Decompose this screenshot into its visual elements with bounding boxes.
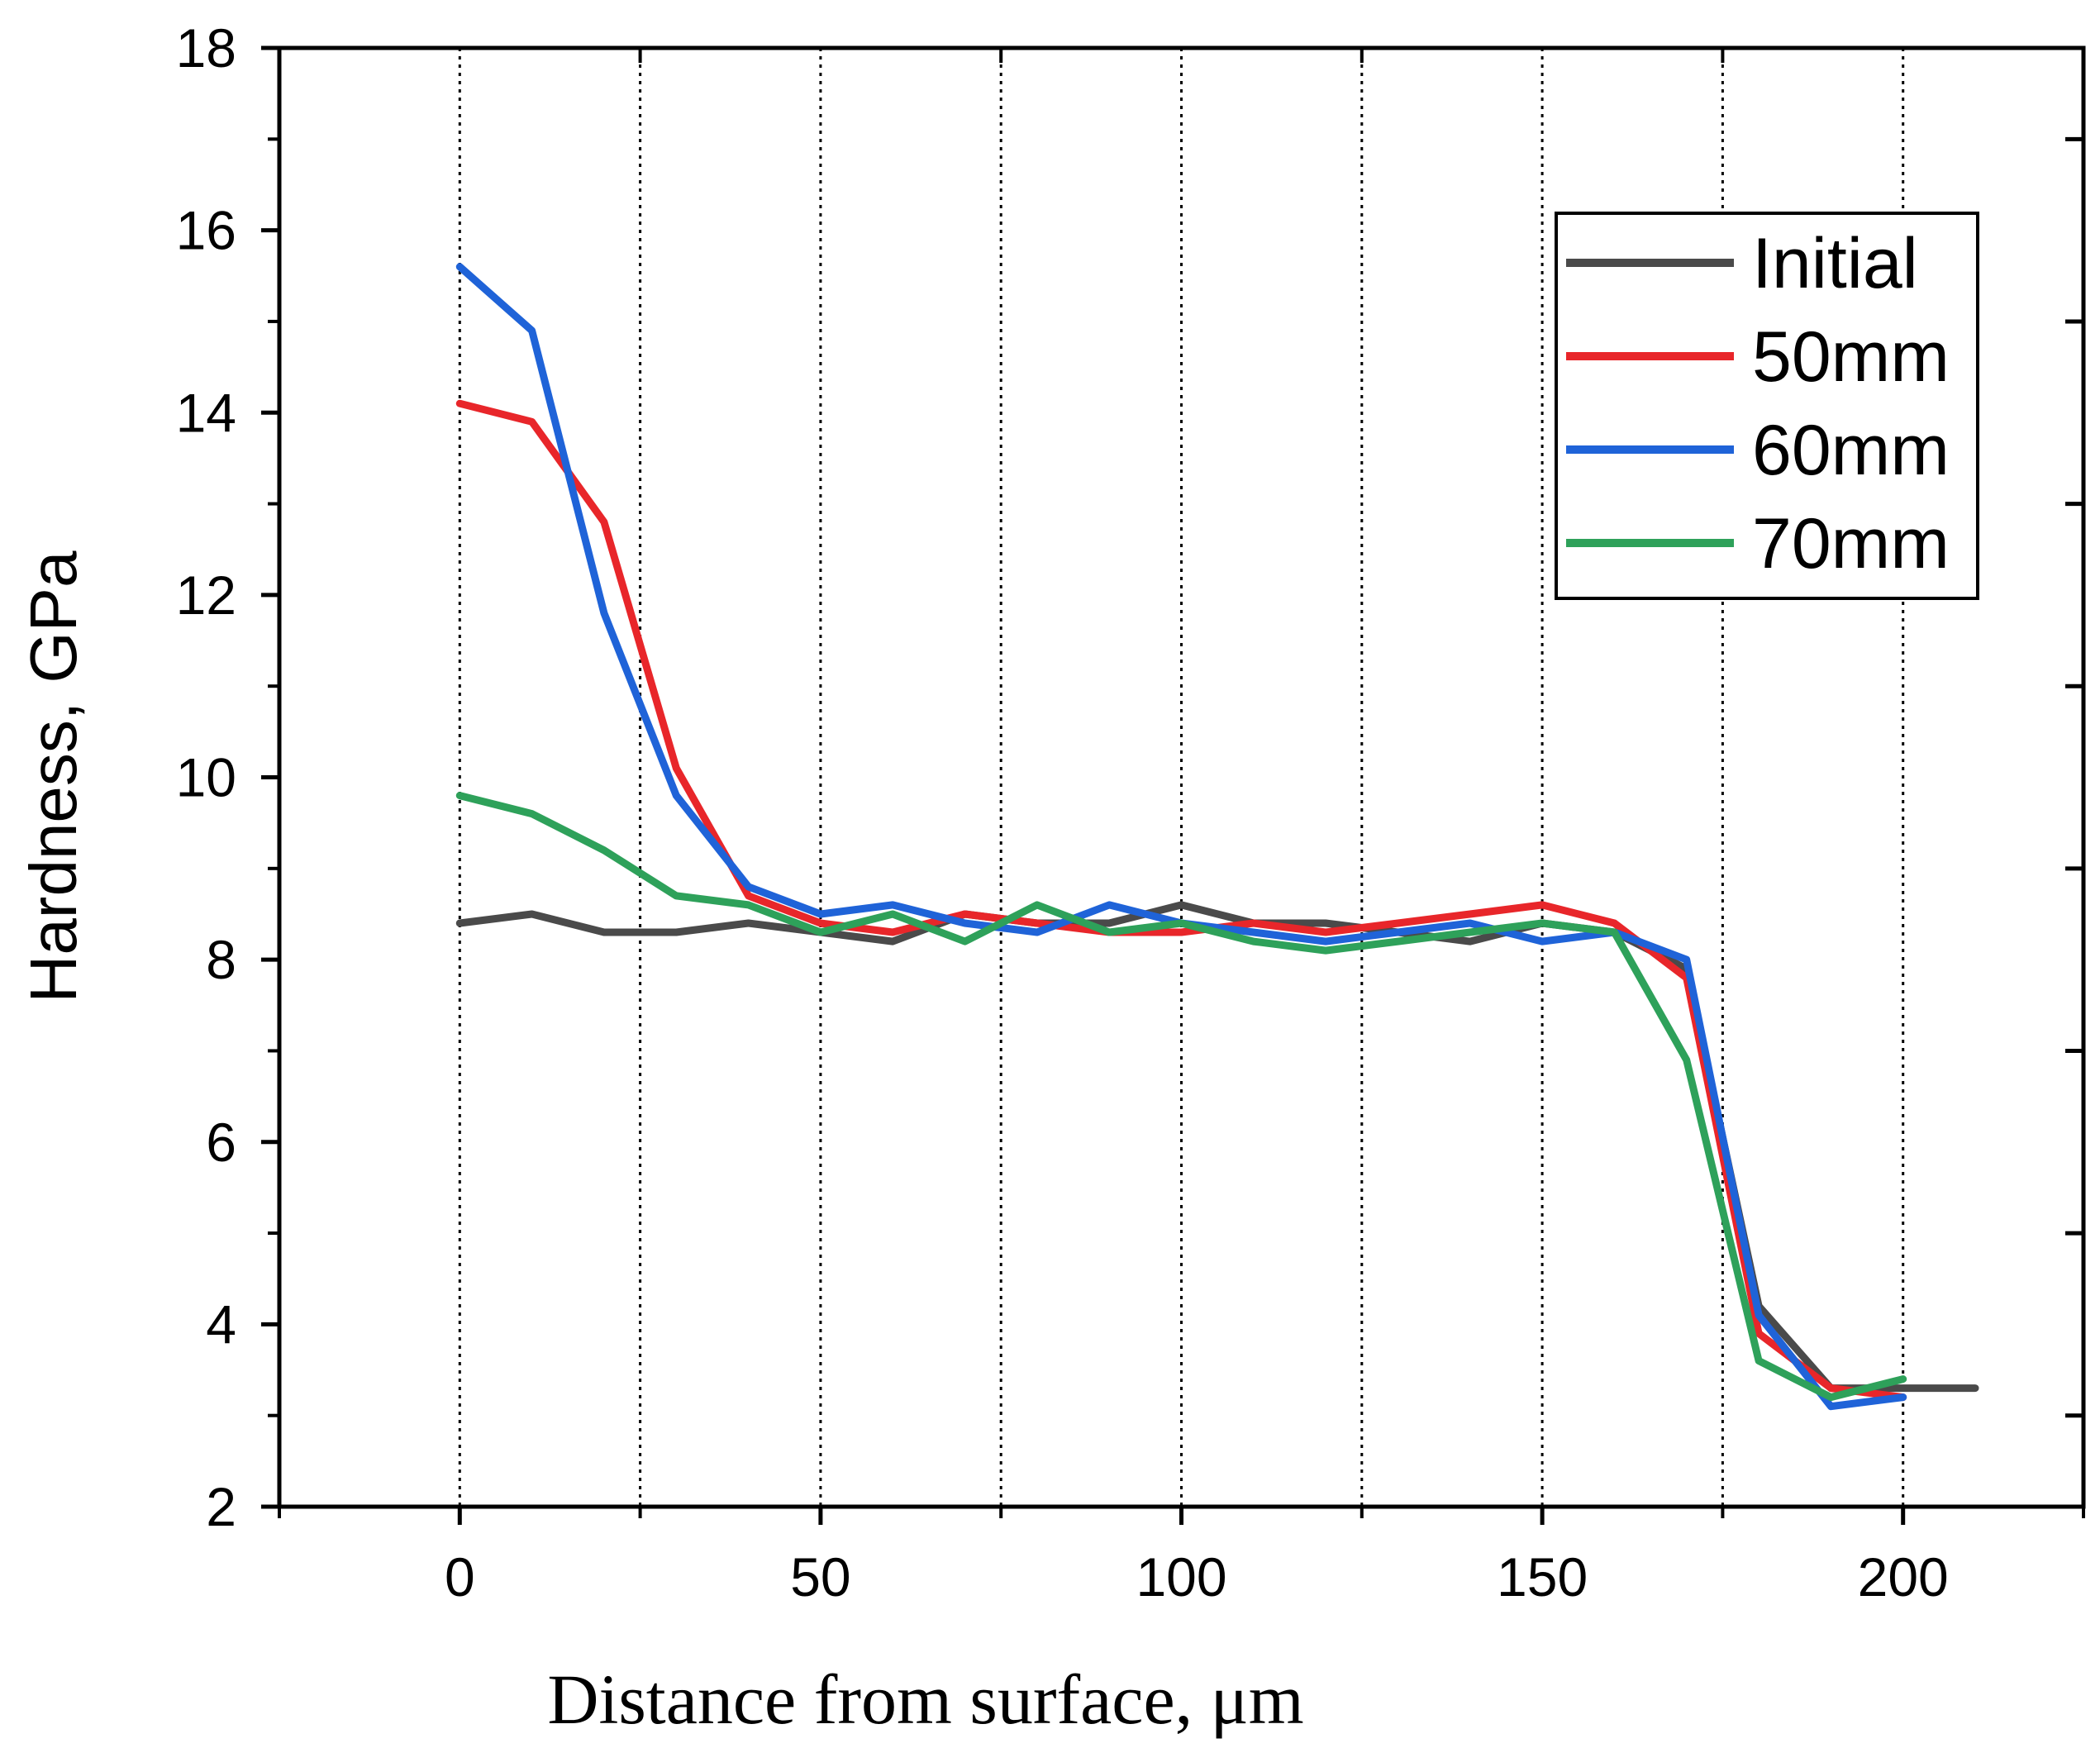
y-tick-label: 8 [206,929,236,990]
data-series [455,263,1979,1411]
legend-label: Initial [1752,224,1918,303]
x-tick-label: 100 [1136,1546,1226,1607]
grid-lines [458,48,1905,1507]
y-tick-label: 12 [176,564,236,626]
legend: Initial 50mm 60mm 70mm [1555,212,1979,600]
x-tick-label: 0 [445,1546,475,1607]
x-tick-label: 200 [1858,1546,1949,1607]
series-line-70mm [455,792,1907,1402]
y-tick-label: 6 [206,1112,236,1173]
y-axis-title: Hardness, GPa [17,550,90,1003]
x-tick-label: 150 [1497,1546,1588,1607]
legend-box [1555,212,1979,600]
plot-frame [277,45,2086,1509]
y-tick-label: 18 [176,17,236,79]
y-tick-label: 14 [176,382,236,443]
x-axis-title: Distance from surface, μm [547,1660,1303,1739]
y-tick-label: 16 [176,200,236,261]
legend-label: 50mm [1752,317,1950,397]
tick-labels: 2 4 6 8 10 12 14 16 18 0 50 100 150 200 [176,17,1949,1607]
y-tick-label: 10 [176,747,236,808]
legend-label: 70mm [1752,504,1950,583]
series-line-50mm [455,399,1907,1402]
x-tick-label: 50 [790,1546,850,1607]
y-tick-label: 2 [206,1476,236,1537]
legend-label: 60mm [1752,411,1950,490]
y-tick-label: 4 [206,1293,236,1355]
